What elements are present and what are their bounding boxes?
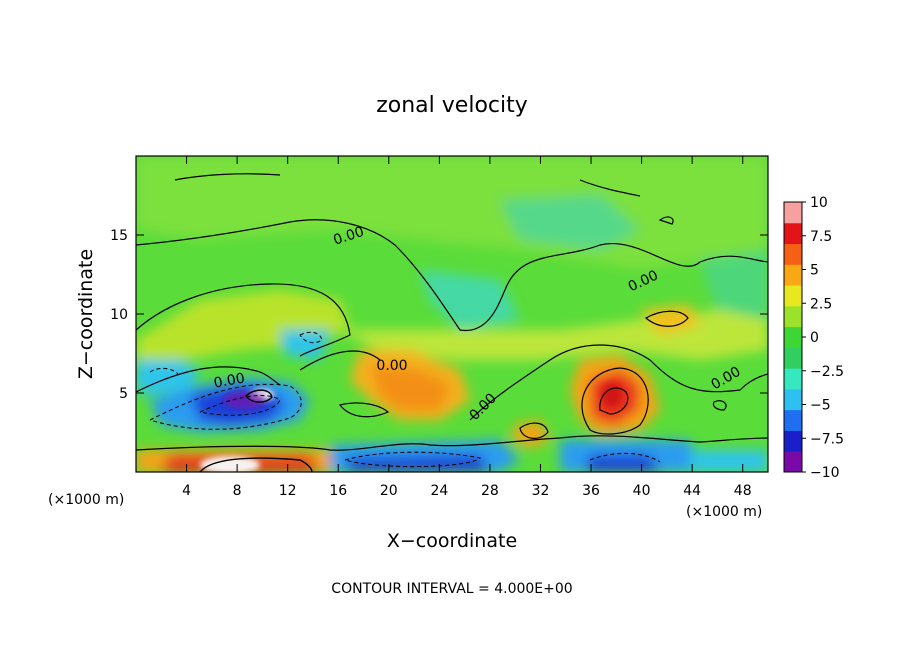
heatmap-field bbox=[136, 156, 768, 472]
x-tick-label: 8 bbox=[233, 483, 242, 499]
colorbar-label: −2.5 bbox=[810, 364, 844, 380]
x-tick-label: 48 bbox=[734, 483, 752, 499]
colorbar-label: 10 bbox=[810, 195, 828, 211]
y-tick-label: 5 bbox=[119, 386, 128, 402]
x-tick-label: 44 bbox=[683, 483, 701, 499]
x-tick-label: 36 bbox=[582, 483, 600, 499]
colorbar-swatch bbox=[784, 326, 802, 348]
colorbar-swatch bbox=[784, 388, 802, 411]
colorbar-swatch bbox=[784, 285, 802, 307]
colorbar-swatch bbox=[784, 409, 802, 431]
x-tick-label: 16 bbox=[329, 483, 347, 499]
x-tick-label: 12 bbox=[279, 483, 297, 499]
x-axis: 4 8 12 16 20 24 28 32 36 40 44 48 bbox=[182, 156, 752, 499]
contour-interval-note: CONTOUR INTERVAL = 4.000E+00 bbox=[331, 581, 572, 597]
colorbar-label: 2.5 bbox=[810, 296, 832, 312]
x-tick-label: 4 bbox=[182, 483, 191, 499]
colorbar-swatch bbox=[784, 430, 802, 452]
contour-label: 0.00 bbox=[213, 370, 246, 391]
x-tick-label: 40 bbox=[633, 483, 651, 499]
x-axis-label: X−coordinate bbox=[387, 530, 517, 552]
x-tick-label: 32 bbox=[532, 483, 550, 499]
colorbar-label: 5 bbox=[810, 263, 819, 279]
colorbar-swatch bbox=[784, 347, 802, 369]
colorbar-swatch bbox=[784, 368, 802, 390]
colorbar-swatch bbox=[784, 243, 802, 265]
colorbar-label: −10 bbox=[810, 465, 840, 481]
y-axis-label: Z−coordinate bbox=[75, 249, 97, 379]
x-tick-label: 24 bbox=[430, 483, 448, 499]
colorbar-label: 7.5 bbox=[810, 229, 832, 245]
colorbar-swatch bbox=[784, 202, 802, 224]
y-axis: 5 10 15 bbox=[110, 228, 768, 402]
colorbar-swatch bbox=[784, 451, 802, 473]
colorbar-label: 0 bbox=[810, 330, 819, 346]
x-unit-left: (×1000 m) bbox=[48, 492, 124, 508]
colorbar-label: −7.5 bbox=[810, 431, 844, 447]
colorbar-swatch bbox=[784, 222, 802, 245]
x-tick-label: 20 bbox=[380, 483, 398, 499]
y-tick-label: 15 bbox=[110, 228, 128, 244]
chart-title: zonal velocity bbox=[376, 93, 528, 118]
x-tick-label: 28 bbox=[481, 483, 499, 499]
y-tick-label: 10 bbox=[110, 307, 128, 323]
colorbar-swatch bbox=[784, 264, 802, 286]
colorbar-swatch bbox=[784, 305, 802, 328]
contour-label: 0.00 bbox=[376, 358, 407, 374]
colorbar: 10 7.5 5 2.5 0 −2.5 −5 −7.5 −10 bbox=[783, 195, 844, 481]
x-unit-right: (×1000 m) bbox=[686, 504, 762, 520]
colorbar-label: −5 bbox=[810, 398, 831, 414]
